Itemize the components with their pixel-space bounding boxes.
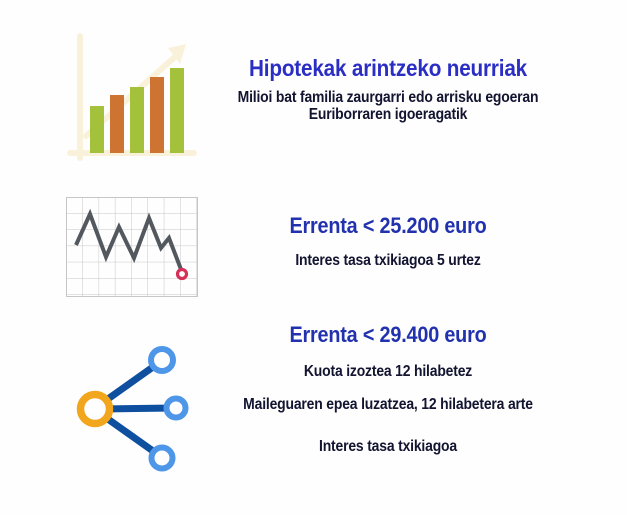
section-1-line-1: Milioi bat familia zaurgarri edo arrisku… [237, 89, 539, 106]
section-title-errenta-29400: Errenta < 29.400 euro [289, 322, 487, 347]
section-3-line-2: Maileguaren epea luzatzea, 12 hilabetera… [243, 396, 533, 413]
section-2-line-1: Interes tasa txikiagoa 5 urtez [295, 252, 481, 269]
section-title-hipotekak: Hipotekak arintzeko neurriak [249, 55, 527, 81]
section-3-line-1: Kuota izoztea 12 hilabetez [303, 363, 473, 380]
section-1-line-2: Euriborraren igoeragatik [308, 106, 468, 123]
section-3-line-3: Interes tasa txikiagoa [319, 438, 457, 455]
network-share-icon [76, 346, 189, 472]
line-chart-icon [66, 197, 198, 297]
section-title-errenta-25200: Errenta < 25.200 euro [289, 213, 487, 238]
bar-chart-icon [67, 33, 197, 161]
